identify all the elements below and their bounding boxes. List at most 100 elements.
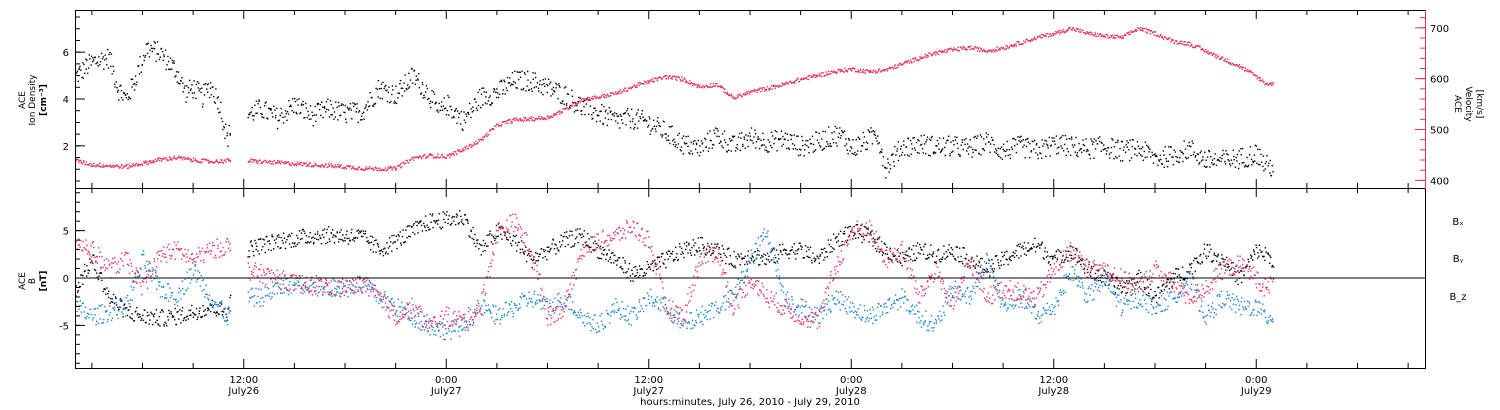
bottom-series-0-point [974, 267, 976, 269]
top-series-1-point [1175, 39, 1178, 42]
top-series-1-point [1220, 58, 1222, 60]
top-series-1-point [588, 96, 590, 99]
bottom-series-1-point [277, 285, 280, 288]
top-series-1-point [1053, 33, 1055, 35]
top-series-1-point [601, 95, 603, 97]
top-series-1-point [811, 75, 813, 77]
top-series-1-point [538, 115, 540, 118]
bottom-series-0-point [577, 241, 579, 244]
bottom-series-0-point [612, 251, 614, 254]
bottom-series-1-point [94, 314, 96, 316]
bottom-series-0-point [262, 238, 264, 240]
top-series-1-point [498, 124, 501, 127]
top-series-0-point [636, 112, 638, 114]
top-series-1-point [790, 81, 792, 83]
top-series-1-point [153, 160, 156, 163]
bottom-series-0-point [1133, 282, 1136, 284]
top-series-1-point [379, 167, 381, 169]
top-series-0-point [1074, 151, 1076, 153]
bottom-series-0-point [271, 234, 273, 236]
top-series-0-point [923, 134, 925, 136]
top-series-1-point [764, 88, 766, 91]
top-series-1-point [1246, 70, 1248, 72]
top-series-0-point [1202, 159, 1204, 161]
bottom-series-1-point [110, 319, 113, 321]
top-series-1-point [157, 158, 159, 160]
top-series-0-point [807, 146, 810, 148]
top-series-1-point [364, 169, 366, 171]
top-series-0-point [568, 106, 571, 108]
top-series-0-point [500, 79, 502, 82]
top-series-0-point [157, 53, 160, 55]
top-series-1-point [340, 164, 343, 166]
top-series-0-point [499, 80, 501, 83]
top-series-0-point [156, 53, 158, 55]
bottom-series-0-point [256, 245, 258, 248]
bottom-series-0-point [536, 260, 538, 262]
top-series-1-point [169, 158, 171, 160]
bottom-series-0-point [739, 264, 741, 266]
bottom-series-0-point [581, 233, 583, 235]
top-series-0-point [1113, 158, 1115, 160]
top-series-1-point [197, 162, 200, 164]
bottom-series-0-point [1070, 245, 1072, 247]
bottom-series-0-point [152, 314, 154, 316]
top-series-0-point [441, 109, 444, 111]
top-series-0-point [116, 87, 118, 89]
top-series-0-point [1236, 153, 1238, 156]
top-series-1-point [1064, 30, 1066, 33]
top-series-1-point [256, 162, 259, 164]
top-series-0-point [534, 72, 536, 74]
top-series-0-point [443, 97, 445, 99]
top-series-1-point [740, 94, 742, 97]
top-series-1-point [387, 166, 390, 168]
bottom-series-0-point [807, 246, 809, 249]
bottom-series-0-point [444, 212, 446, 215]
top-series-1-point [761, 88, 764, 91]
top-series-0-point [485, 96, 487, 98]
top-series-1-point [850, 68, 852, 70]
top-series-0-point [1057, 152, 1060, 154]
bottom-series-0-point [203, 315, 206, 317]
bottom-series-0-point [124, 307, 127, 309]
bottom-series-0-point [113, 302, 116, 305]
bottom-series-0-point [1151, 300, 1153, 302]
bottom-series-0-point [861, 241, 863, 244]
bottom-series-0-point [916, 257, 918, 259]
top-series-0-point [1156, 155, 1158, 158]
bottom-series-0-point [707, 242, 709, 245]
top-series-0-point [1150, 156, 1152, 158]
top-series-1-point [794, 80, 797, 82]
top-series-0-point [1182, 160, 1184, 163]
top-series-1-point [1258, 79, 1260, 81]
bottom-series-0-point [185, 319, 187, 321]
bottom-series-0-point [159, 311, 162, 313]
top-series-0-point [173, 60, 175, 62]
top-series-1-point [1238, 67, 1241, 69]
top-series-0-point [161, 51, 164, 53]
top-series-1-point [75, 158, 77, 160]
bottom-series-0-point [913, 253, 915, 255]
top-series-1-point [1004, 48, 1006, 50]
top-series-1-point [385, 170, 388, 172]
top-series-0-point [941, 149, 943, 151]
bottom-series-0-point [1212, 259, 1214, 262]
top-series-1-point [181, 159, 184, 161]
bottom-series-0-point [639, 268, 641, 270]
top-series-0-point [175, 75, 177, 77]
top-series-1-point [643, 80, 646, 82]
top-series-1-point [1171, 39, 1173, 42]
bottom-series-0-point [1124, 282, 1127, 285]
bottom-series-0-point [362, 235, 364, 238]
top-series-0-point [934, 152, 937, 154]
bottom-series-0-point [1209, 244, 1211, 246]
bottom-series-0-point [782, 249, 785, 251]
top-series-0-point [1163, 154, 1165, 156]
top-series-0-point [800, 149, 802, 151]
top-series-0-point [1222, 149, 1224, 152]
top-series-1-point [1114, 34, 1116, 36]
top-series-0-point [1228, 160, 1230, 162]
top-series-0-point [535, 86, 537, 88]
bottom-series-0-point [842, 244, 844, 246]
top-series-1-point [694, 83, 696, 86]
